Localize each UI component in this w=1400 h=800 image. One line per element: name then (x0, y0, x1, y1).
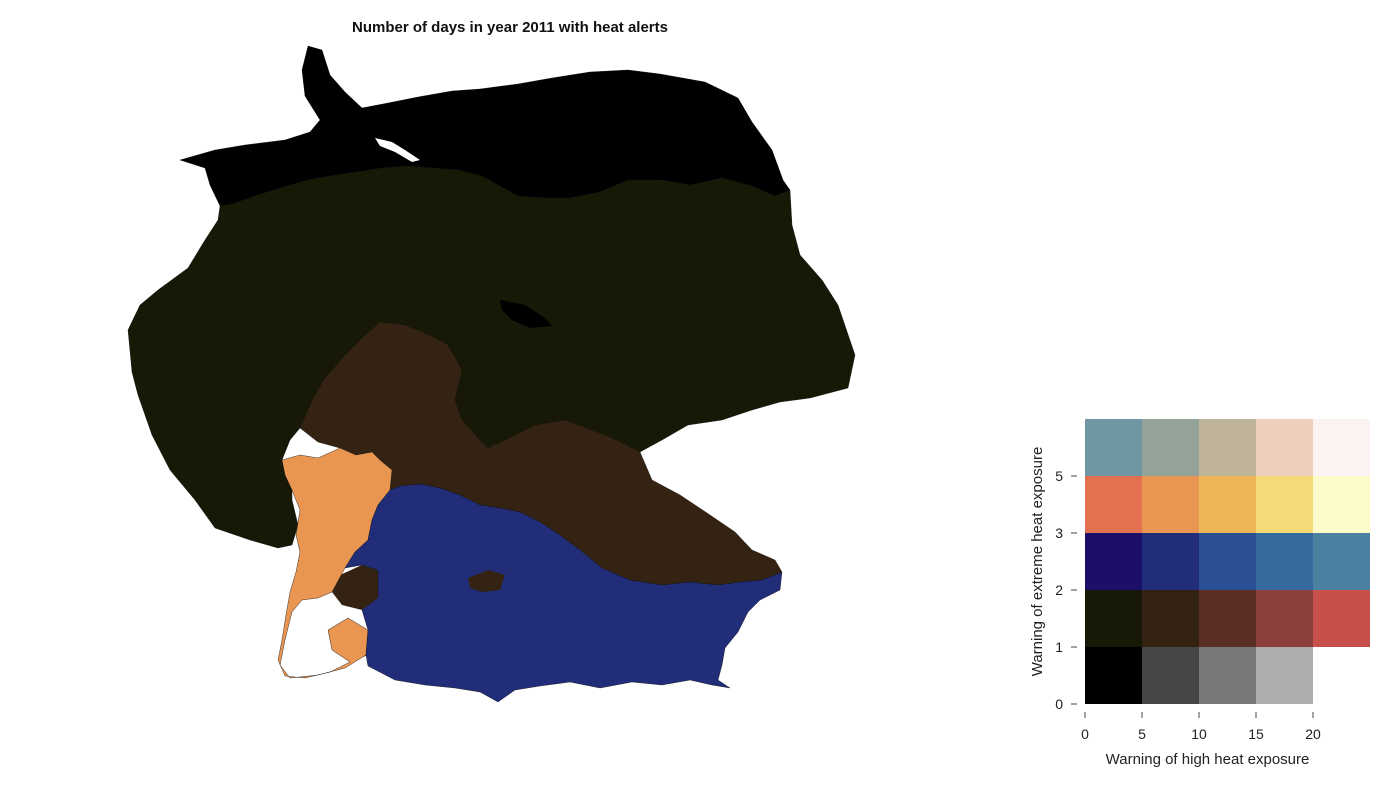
legend-cell (1313, 419, 1370, 476)
legend-cell (1256, 533, 1313, 590)
y-tick-label: 1 (1055, 639, 1063, 655)
region-bw-south-bavaria (344, 483, 783, 703)
legend-cell (1256, 476, 1313, 533)
legend-cell (1142, 419, 1199, 476)
legend-cell (1199, 476, 1256, 533)
legend-cell (1199, 590, 1256, 647)
legend-cell (1313, 590, 1370, 647)
bivariate-legend: 0 5 10 15 20 0 1 2 3 5 Warning of high heat exposu… (1029, 419, 1370, 768)
x-tick-label: 20 (1305, 726, 1321, 742)
region-rhineland-palatinate-west-bw (277, 447, 393, 679)
legend-x-title: Warning of high heat exposure (1106, 751, 1310, 768)
x-tick-label: 5 (1138, 726, 1146, 742)
legend-cell (1142, 590, 1199, 647)
y-tick-label: 0 (1055, 696, 1063, 712)
legend-cell (1085, 590, 1142, 647)
x-tick-label: 0 (1081, 726, 1089, 742)
legend-cell (1142, 476, 1199, 533)
y-tick-label: 2 (1055, 582, 1063, 598)
legend-cell (1142, 533, 1199, 590)
region-enclave-rhine (332, 565, 378, 610)
legend-cell (1256, 647, 1313, 704)
region-berlin-speck (500, 300, 552, 328)
legend-y-title: Warning of extreme heat exposure (1029, 447, 1046, 677)
chart-title: Number of days in year 2011 with heat al… (352, 19, 668, 36)
germany-map (127, 45, 856, 703)
legend-cell (1142, 647, 1199, 704)
legend-cell (1256, 590, 1313, 647)
water-elbe (375, 138, 420, 162)
legend-cell (1085, 419, 1142, 476)
y-tick-label: 3 (1055, 525, 1063, 541)
legend-cell (1199, 533, 1256, 590)
region-enclave-east (468, 570, 505, 592)
legend-cell (1199, 647, 1256, 704)
y-tick-label: 5 (1055, 468, 1063, 484)
legend-cell (1256, 419, 1313, 476)
legend-cell (1085, 476, 1142, 533)
legend-cell (1085, 647, 1142, 704)
legend-cell (1199, 419, 1256, 476)
legend-cell (1313, 476, 1370, 533)
legend-cell (1085, 533, 1142, 590)
x-tick-label: 15 (1248, 726, 1264, 742)
x-tick-label: 10 (1191, 726, 1207, 742)
legend-cell (1313, 533, 1370, 590)
